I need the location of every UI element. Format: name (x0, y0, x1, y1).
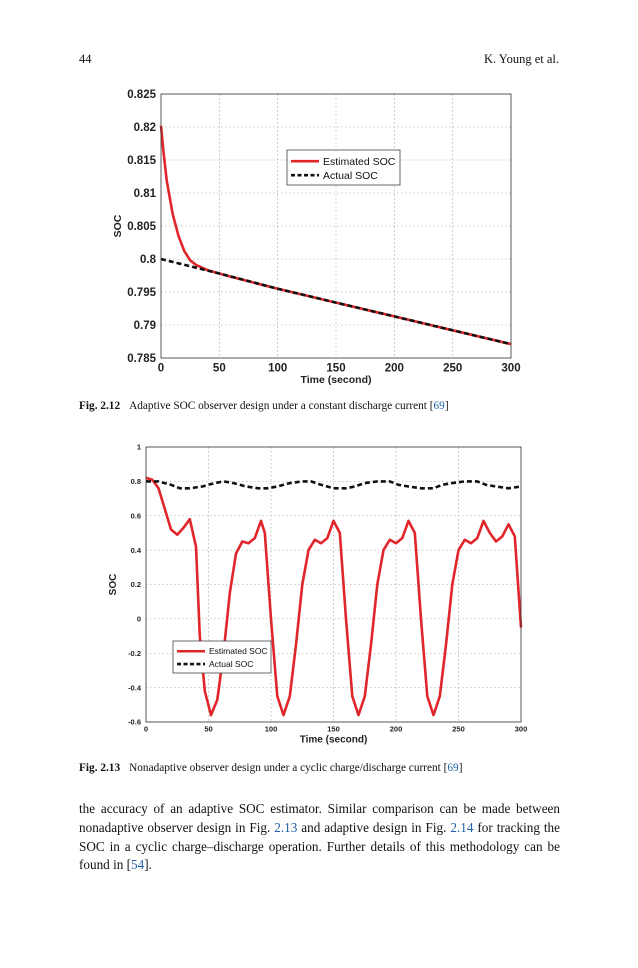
y-tick-label: 0.6 (131, 511, 141, 520)
caption-text: Adaptive SOC observer design under a con… (129, 400, 434, 412)
plot-frame (145, 446, 522, 723)
running-head: K. Young et al. (483, 52, 559, 66)
legend-label: Estimated SOC (209, 646, 268, 656)
y-tick-label: -0.4 (128, 683, 142, 692)
x-tick-label: 100 (265, 725, 278, 734)
figure-2-13-chart: 0 50 100 150 200 250 300 -0.6 -0.4 -0.2 0 0.2 0.4 0.6… (108, 443, 528, 746)
body-text-4: ]. (144, 857, 152, 873)
citation-link[interactable]: 54 (131, 857, 145, 873)
x-tick-label: 100 (268, 363, 287, 375)
body-paragraph: the accuracy of an adaptive SOC estimato… (79, 800, 560, 875)
x-tick-label: 0 (158, 363, 164, 375)
y-tick-label: 0.79 (134, 320, 156, 332)
legend-label: Estimated SOC (323, 156, 396, 168)
x-tick-label: 50 (213, 363, 226, 375)
x-tick-label: 200 (390, 725, 403, 734)
body-text-2: and adaptive design in Fig. (297, 819, 451, 835)
y-tick-label: 0.2 (131, 580, 141, 589)
figure-link[interactable]: 2.13 (274, 819, 298, 835)
y-tick-label: 0.81 (134, 188, 157, 200)
y-axis-label: SOC (108, 574, 119, 596)
x-tick-label: 250 (443, 363, 462, 375)
legend-box (286, 149, 401, 186)
caption-end: ] (458, 762, 463, 774)
legend: Estimated SOC Actual SOC (172, 640, 272, 674)
x-tick-label: 250 (452, 725, 465, 734)
plot-frame (160, 93, 512, 359)
figure-2-12-chart: 0 50 100 150 200 250 300 0.785 0.79 0.795 0.8 0.805… (112, 89, 521, 386)
y-tick-label: 0.805 (127, 221, 156, 233)
y-tick-label: 0.785 (127, 353, 156, 365)
figure-link[interactable]: 2.14 (450, 819, 474, 835)
x-tick-label: 150 (326, 363, 345, 375)
x-tick-label: 150 (327, 725, 340, 734)
y-tick-label: 0.795 (127, 287, 156, 299)
caption-label: Fig. 2.13 (79, 762, 121, 774)
y-tick-label: 0 (137, 615, 141, 624)
actual-soc-line (146, 480, 522, 490)
caption-end: ] (444, 400, 449, 412)
x-axis-label: Time (second) (301, 374, 372, 386)
figure-2-12-caption: Fig. 2.12 Adaptive SOC observer design un… (79, 400, 449, 412)
citation-link[interactable]: 69 (433, 400, 445, 412)
x-tick-label: 50 (204, 725, 212, 734)
y-tick-label: 0.825 (127, 89, 156, 101)
y-tick-label: 0.815 (127, 155, 156, 167)
x-tick-label: 300 (501, 363, 520, 375)
page-number: 44 (79, 52, 92, 66)
estimated-soc-line (145, 476, 523, 717)
y-tick-label: 0.4 (131, 546, 142, 555)
y-tick-label: -0.6 (128, 718, 141, 727)
figure-2-13-caption: Fig. 2.13 Nonadaptive observer design und… (79, 762, 462, 774)
x-tick-label: 300 (515, 725, 528, 734)
y-tick-label: 0.82 (134, 122, 156, 134)
legend: Estimated SOC Actual SOC (286, 149, 401, 186)
y-tick-label: 0.8 (131, 477, 141, 486)
y-tick-label: -0.2 (128, 649, 141, 658)
citation-link[interactable]: 69 (447, 762, 459, 774)
legend-box (172, 640, 272, 674)
y-tick-label: 0.8 (140, 254, 157, 266)
body-text-1: the accuracy of an adaptive SOC estimato… (79, 801, 560, 835)
y-axis-label: SOC (112, 214, 124, 237)
x-tick-label: 0 (144, 725, 148, 734)
y-tick-label: 1 (137, 443, 141, 452)
actual-soc-line (160, 257, 512, 346)
legend-label: Actual SOC (209, 659, 253, 669)
x-tick-label: 200 (385, 363, 404, 375)
caption-text: Nonadaptive observer design under a cycl… (129, 762, 448, 774)
legend-label: Actual SOC (323, 170, 378, 182)
body-text-3: for tracking the SOC in a cyclic charge–… (79, 819, 560, 873)
caption-label: Fig. 2.12 (79, 400, 121, 412)
x-axis-label: Time (second) (300, 735, 368, 746)
